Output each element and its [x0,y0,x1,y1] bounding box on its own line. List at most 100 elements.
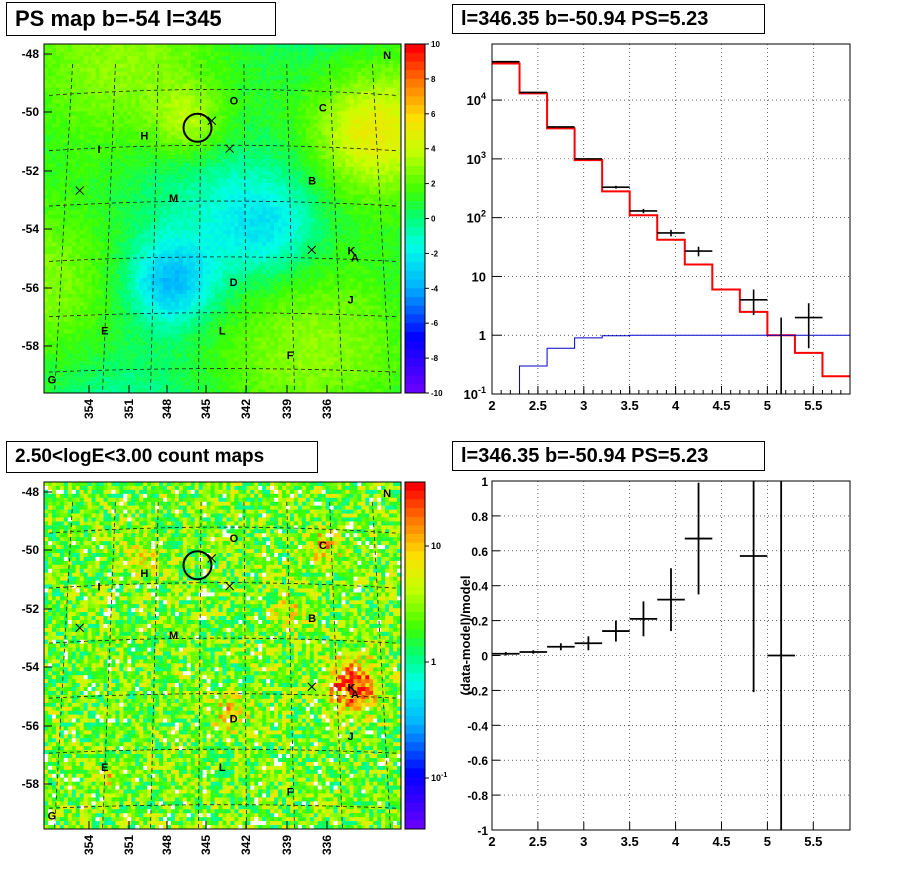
source-label-k: K [347,245,355,257]
source-label-i: I [98,582,101,594]
count-x-tick-label: 351 [122,835,136,855]
ps-colorbar-tick-label: -6 [431,319,439,328]
count-colorbar-tick-label: 10-1 [431,772,447,783]
ps-y-tick-label: -48 [22,47,40,61]
ps-x-tick-label: 345 [199,399,213,419]
source-label-k: K [347,682,355,694]
count-plot-frame [43,481,402,830]
count-colorbar [404,481,426,830]
ps-colorbar-tick-label: -4 [431,284,439,293]
count-x-tick-label: 354 [82,835,96,855]
ps-colorbar-tick-label: 0 [431,215,436,224]
source-label-f: F [287,786,294,798]
ps-x-tick-label: 339 [280,399,294,419]
residual-y-tick-label: 1 [481,475,488,489]
cross-marker [307,245,317,255]
source-label-h: H [140,130,148,142]
source-label-o: O [230,533,239,545]
source-label-g: G [48,375,57,387]
ps-x-tick-label: 351 [122,399,136,419]
spectrum-x-tick-label: 4.5 [712,398,730,413]
residual-x-tick-label: 4 [672,834,680,849]
count-y-tick-label: -56 [22,719,40,733]
source-label-a: A [351,689,359,701]
source-label-e: E [101,762,108,774]
ps-x-tick-label: 342 [239,399,253,419]
residual-x-tick-label: 2 [488,834,495,849]
residual-y-tick-label: 0.6 [471,545,488,559]
count-map-panel: -48 -50 -52 -54 -56 -58 354 351 348 345 342 339 336 N… [22,481,426,855]
count-y-tick-label: -58 [22,777,40,791]
spectrum-y-tick-label: 104 [467,91,486,108]
source-label-h: H [140,568,148,580]
spectrum-x-tick-label: 5.5 [804,398,822,413]
source-label-o: O [230,95,239,107]
source-circle-marker [182,550,213,581]
cross-marker [207,116,217,126]
source-label-n: N [383,488,391,500]
ps-x-tick-label: 354 [82,399,96,419]
ps-y-tick-label: -50 [22,105,40,119]
residual-y-tick-label: 0.4 [471,580,488,594]
ps-colorbar-tick-label: 2 [431,180,436,189]
residual-data-point [492,652,520,656]
spectrum-title: l=346.35 b=-50.94 PS=5.23 [452,4,765,34]
residual-data-point [574,636,603,651]
residual-data-point [629,601,658,637]
count-map-title: 2.50<logE<3.00 count maps [6,441,318,473]
source-label-e: E [101,326,108,338]
residual-y-tick-label: 0.8 [471,510,488,524]
spectrum-data-point [684,246,713,257]
residual-data-point [684,482,713,595]
ps-map-title: PS map b=-54 l=345 [6,2,276,36]
spectrum-data-point [629,208,658,214]
cross-marker [75,623,85,633]
ps-y-tick-label: -58 [22,339,40,353]
spectrum-grid [492,44,850,394]
ps-map-panel: -48 -50 -52 -54 -56 -58 354 351 348 345 342 339 336 N… [22,43,426,419]
ps-plot-frame [43,43,402,394]
ps-x-tick-label: 348 [160,399,174,419]
spectrum-data-point [602,185,630,189]
ps-x-tick-label: 336 [320,399,334,419]
spectrum-frame [491,43,851,395]
residual-y-axis-label: (data-model)/model [458,576,473,696]
count-x-tick-label: 345 [199,835,213,855]
residual-x-tick-label: 3 [580,834,587,849]
spectrum-x-tick-label: 5 [764,398,771,413]
source-label-c: C [319,102,327,114]
residual-y-tick-label: 0 [481,650,488,664]
residual-x-tick-label: 4.5 [712,834,730,849]
model-source-step-line [492,334,850,395]
residual-grid [492,480,850,831]
ps-y-tick-label: -56 [22,281,40,295]
source-label-n: N [383,50,391,62]
spectrum-data-point [519,91,548,94]
spectrum-y-tick-label: 103 [467,150,486,167]
residual-x-tick-label: 2.5 [529,834,547,849]
count-colorbar-tick-label: 1 [431,657,436,667]
cross-marker [225,144,234,154]
model-total-step-line [492,62,850,378]
source-label-m: M [169,630,178,642]
source-label-g: G [48,811,57,823]
spectrum-data-point [657,229,685,237]
source-label-b: B [308,176,316,188]
residual-title: l=346.35 b=-50.94 PS=5.23 [452,441,765,471]
cross-marker [307,682,317,692]
residual-data-point [602,620,630,642]
spectrum-data-point [794,303,823,349]
spectrum-x-tick-label: 2.5 [529,398,547,413]
spectrum-x-tick-label: 2 [488,398,495,413]
residual-x-tick-label: 5 [764,834,771,849]
residual-y-tick-label: -0.4 [467,719,488,733]
residual-y-tick-label: -0.8 [467,789,488,803]
ps-colorbar-tick-label: 4 [431,145,436,154]
spectrum-y-tick-label: 10-1 [464,385,486,402]
residual-data-point [547,643,575,651]
source-label-b: B [308,613,316,625]
count-y-tick-label: -52 [22,602,40,616]
count-heatmap-cells [44,482,402,830]
count-y-tick-label: -50 [22,543,40,557]
